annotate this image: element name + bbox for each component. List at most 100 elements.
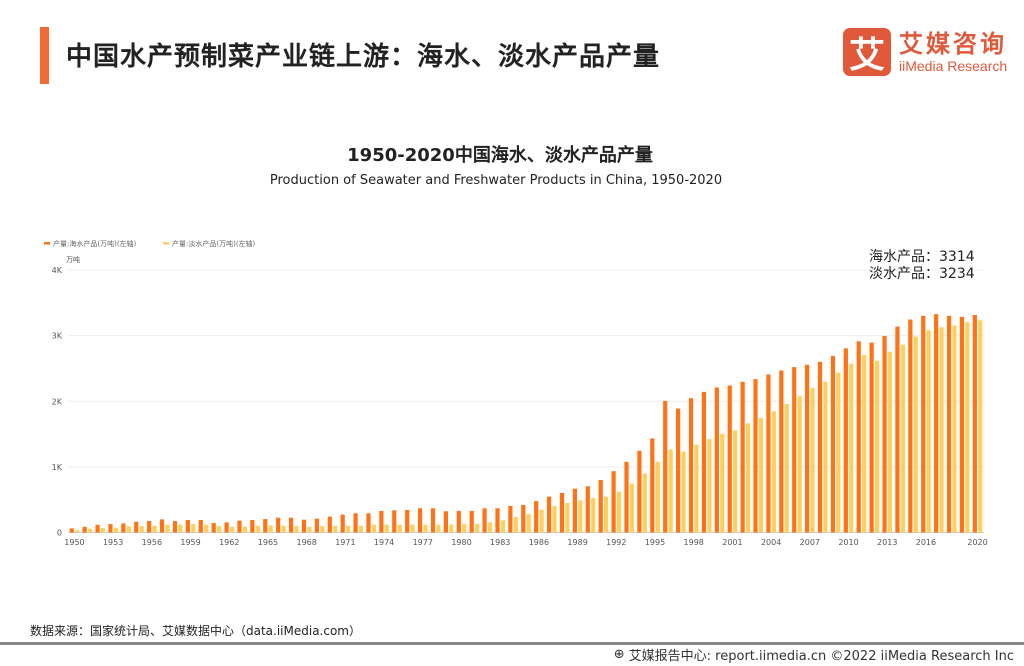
bar-sea-1954 bbox=[121, 523, 126, 533]
bar-fresh-1959 bbox=[191, 524, 196, 533]
bar-sea-2004 bbox=[766, 374, 771, 533]
y-tick-label: 2K bbox=[52, 397, 63, 406]
bar-sea-1978 bbox=[430, 508, 436, 533]
bar-fresh-1987 bbox=[552, 506, 557, 533]
bar-sea-1951 bbox=[82, 526, 87, 533]
bar-sea-2015 bbox=[908, 319, 913, 533]
x-tick-label: 1953 bbox=[103, 538, 123, 547]
bar-fresh-1974 bbox=[384, 524, 389, 533]
bar-fresh-1956 bbox=[152, 525, 157, 533]
bar-fresh-1991 bbox=[604, 496, 609, 533]
bar-sea-1956 bbox=[147, 521, 152, 533]
bar-sea-1977 bbox=[417, 508, 423, 533]
bar-sea-1972 bbox=[353, 513, 358, 533]
page-title: 中国水产预制菜产业链上游：海水、淡水产品产量 bbox=[66, 42, 661, 72]
bar-fresh-1989 bbox=[578, 500, 583, 533]
bar-fresh-1982 bbox=[487, 522, 493, 533]
x-tick-label: 1950 bbox=[64, 538, 84, 547]
legend-swatch-1 bbox=[163, 242, 169, 245]
x-tick-label: 1986 bbox=[529, 538, 549, 547]
bar-sea-1989 bbox=[572, 488, 578, 533]
bar-fresh-1972 bbox=[358, 525, 364, 533]
bar-fresh-2001 bbox=[733, 430, 738, 533]
bar-fresh-1952 bbox=[100, 528, 106, 533]
title-accent-bar bbox=[40, 27, 49, 84]
bar-fresh-1975 bbox=[397, 524, 402, 533]
bar-fresh-2019 bbox=[965, 322, 970, 533]
bar-fresh-1980 bbox=[462, 524, 467, 533]
bar-sea-2005 bbox=[779, 370, 784, 533]
x-tick-label: 2010 bbox=[838, 538, 858, 547]
bar-fresh-1953 bbox=[113, 527, 118, 533]
bar-fresh-2014 bbox=[900, 344, 905, 533]
x-tick-label: 1989 bbox=[567, 538, 587, 547]
bar-fresh-1983 bbox=[500, 520, 505, 533]
y-tick-label: 0 bbox=[57, 529, 62, 538]
x-tick-label: 1968 bbox=[296, 538, 316, 547]
bar-fresh-1988 bbox=[565, 503, 570, 533]
bar-sea-1962 bbox=[224, 522, 229, 533]
bar-sea-2009 bbox=[830, 356, 836, 533]
bar-fresh-2008 bbox=[823, 381, 828, 533]
bar-fresh-1984 bbox=[513, 517, 518, 533]
bar-sea-1985 bbox=[521, 505, 526, 533]
bar-sea-1987 bbox=[547, 496, 552, 533]
bar-sea-1992 bbox=[611, 471, 616, 533]
y-tick-label: 1K bbox=[52, 463, 63, 472]
bar-sea-2016 bbox=[921, 315, 926, 533]
x-tick-label: 2013 bbox=[877, 538, 897, 547]
bar-sea-2019 bbox=[959, 316, 965, 533]
bar-sea-1958 bbox=[172, 521, 178, 533]
bar-sea-1970 bbox=[327, 516, 332, 533]
bar-fresh-1968 bbox=[307, 526, 312, 533]
bar-fresh-2010 bbox=[849, 363, 854, 533]
bar-sea-1963 bbox=[237, 520, 242, 533]
bar-fresh-1993 bbox=[629, 483, 635, 533]
bar-sea-1981 bbox=[469, 510, 474, 533]
bar-sea-1997 bbox=[676, 408, 681, 533]
bar-sea-1988 bbox=[559, 492, 565, 533]
x-tick-label: 1959 bbox=[180, 538, 200, 547]
bar-fresh-1996 bbox=[668, 449, 673, 533]
bar-fresh-1981 bbox=[474, 523, 480, 533]
bar-sea-1993 bbox=[624, 461, 629, 533]
bar-fresh-2016 bbox=[926, 330, 931, 533]
bar-fresh-1969 bbox=[320, 526, 325, 533]
bar-fresh-1978 bbox=[436, 524, 441, 533]
chart-title: 1950-2020中国海水、淡水产品产量 bbox=[347, 145, 653, 166]
bar-sea-1986 bbox=[534, 501, 539, 533]
bar-fresh-1990 bbox=[591, 497, 596, 533]
bar-fresh-1951 bbox=[87, 528, 93, 533]
bar-sea-2000 bbox=[714, 387, 719, 533]
bar-sea-1975 bbox=[392, 510, 397, 533]
bar-sea-2012 bbox=[869, 342, 874, 533]
bar-fresh-1998 bbox=[694, 444, 699, 533]
bar-sea-2013 bbox=[882, 335, 887, 533]
bar-fresh-1961 bbox=[216, 526, 222, 533]
x-tick-label: 1992 bbox=[606, 538, 626, 547]
logo-mark-icon: 艾 bbox=[843, 28, 891, 76]
logo-en-text: iiMedia Research bbox=[899, 58, 1008, 74]
bar-sea-2011 bbox=[856, 341, 861, 533]
x-tick-label: 1980 bbox=[451, 538, 471, 547]
y-tick-label: 4K bbox=[52, 266, 63, 275]
bar-sea-1979 bbox=[443, 511, 448, 533]
bar-sea-1974 bbox=[379, 510, 384, 533]
bar-sea-1950 bbox=[69, 528, 74, 533]
bar-sea-2003 bbox=[753, 379, 758, 533]
bar-fresh-2015 bbox=[913, 336, 918, 533]
bar-fresh-2012 bbox=[874, 360, 880, 533]
bar-fresh-1965 bbox=[268, 525, 273, 533]
bar-fresh-1979 bbox=[449, 524, 454, 533]
bar-sea-1959 bbox=[185, 520, 190, 533]
x-tick-label: 1983 bbox=[490, 538, 510, 547]
bar-sea-1990 bbox=[585, 486, 590, 533]
bar-sea-1965 bbox=[263, 519, 268, 533]
bar-sea-1953 bbox=[108, 524, 113, 533]
bar-sea-1971 bbox=[340, 514, 345, 533]
chart-subtitle: Production of Seawater and Freshwater Pr… bbox=[269, 173, 723, 188]
bar-fresh-2011 bbox=[862, 355, 867, 533]
x-tick-label: 2020 bbox=[967, 538, 987, 547]
bar-sea-1995 bbox=[650, 438, 655, 533]
